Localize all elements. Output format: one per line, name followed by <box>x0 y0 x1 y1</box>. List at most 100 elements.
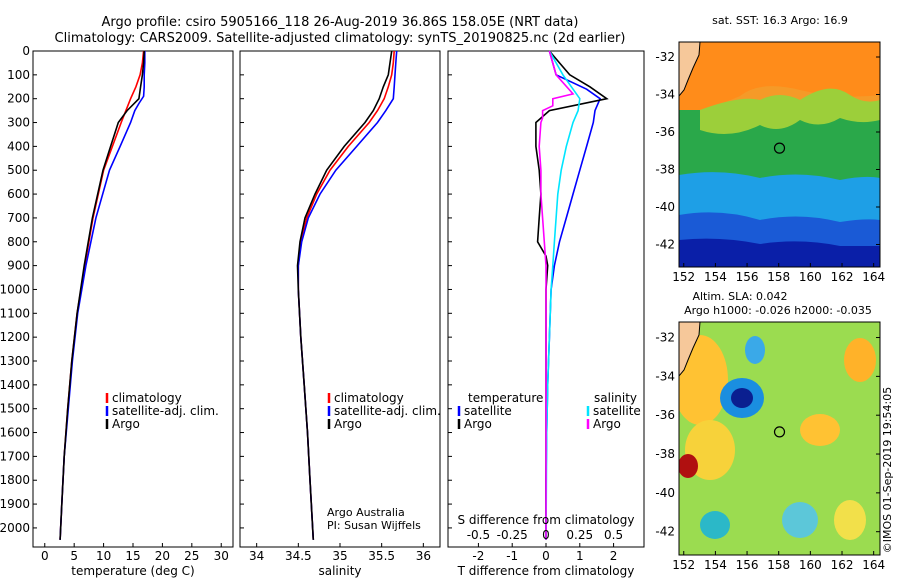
depth-tick-label: 1900 <box>0 497 30 511</box>
depth-tick-label: 1000 <box>0 282 30 296</box>
salinity-diff-tick-label: -0.5 <box>467 528 490 542</box>
sla-warm-blob-east <box>800 414 840 446</box>
map-lat-label: -42 <box>655 238 675 252</box>
legend-label: satellite-adj. clim. <box>334 404 441 418</box>
depth-tick-label: 1100 <box>0 306 30 320</box>
temperature-panel: 0100200300400500600700800900100011001200… <box>0 44 234 578</box>
sst-map-frame <box>678 41 881 268</box>
sla-map: 152 154 156 158 160 162 164 -32 -34 -36 -38 -40 -42 <box>655 321 885 572</box>
figure-title-line1: Argo profile: csiro 5905166_118 26-Aug-2… <box>102 15 579 30</box>
depth-tick-label: 2000 <box>0 521 30 535</box>
map-lon-label: 164 <box>862 558 885 572</box>
sla-coastline <box>679 322 701 377</box>
x-tick-label: -2 <box>472 549 484 563</box>
sla-warm-core <box>679 454 698 478</box>
sst-argo-location-marker <box>773 142 786 154</box>
sla-cool-blob-southwest <box>700 511 730 539</box>
legend-temperature-title: temperature <box>468 391 543 405</box>
sst-map: 152 154 156 158 160 162 164 -32 -34 -36 -38 -40 -42 <box>655 41 885 284</box>
series-satellite-adj-clim- <box>297 50 398 540</box>
depth-tick-label: 1200 <box>0 330 30 344</box>
sla-map-frame <box>678 321 881 556</box>
map-lon-label: 152 <box>672 558 695 572</box>
x-tick-label: 20 <box>155 549 170 563</box>
sla-map-title-line1: Altim. SLA: 0.042 <box>692 290 787 303</box>
legend-label: climatology <box>112 391 182 405</box>
depth-tick-label: 1300 <box>0 354 30 368</box>
credit-line2: PI: Susan Wijffels <box>327 519 421 532</box>
x-tick-label: 2 <box>610 549 618 563</box>
depth-tick-label: 1700 <box>0 449 30 463</box>
map-lon-label: 162 <box>831 558 854 572</box>
salinity-diff-tick-label: 0 <box>542 528 550 542</box>
map-lon-label: 162 <box>831 270 854 284</box>
map-lat-label: -34 <box>655 369 675 383</box>
sst-navy-band <box>679 238 880 267</box>
legend-label: Argo <box>112 417 140 431</box>
map-lat-label: -36 <box>655 408 675 422</box>
figure-title-line2: Climatology: CARS2009. Satellite-adjuste… <box>55 31 626 46</box>
map-lon-label: 164 <box>862 270 885 284</box>
map-lon-label: 156 <box>736 558 759 572</box>
depth-tick-label: 300 <box>7 116 30 130</box>
sst-coastline <box>679 42 701 97</box>
x-tick-label: 1 <box>576 549 584 563</box>
map-lat-label: -38 <box>655 447 675 461</box>
depth-tick-label: 800 <box>7 235 30 249</box>
depth-tick-label: 600 <box>7 187 30 201</box>
series-climatology <box>59 50 145 540</box>
legend-label: satellite <box>593 404 641 418</box>
credit-line1: Argo Australia <box>327 506 405 519</box>
depth-tick-label: 1500 <box>0 402 30 416</box>
map-lon-label: 154 <box>704 558 727 572</box>
sla-cold-eddy-core <box>731 388 753 408</box>
salinity-diff-tick-label: 0.5 <box>604 528 623 542</box>
map-lon-label: 158 <box>767 270 790 284</box>
series-salinity-satellite <box>545 50 581 540</box>
map-lon-label: 160 <box>799 558 822 572</box>
x-tick-label: 0 <box>542 549 550 563</box>
map-lon-label: 160 <box>799 270 822 284</box>
sla-cold-spot-north <box>745 336 765 364</box>
legend-label: Argo <box>464 417 492 431</box>
sla-warm-blob-west <box>679 335 728 425</box>
x-tick-label: 36 <box>416 549 431 563</box>
map-lon-label: 156 <box>736 270 759 284</box>
sla-warm-blob-southeast <box>834 500 866 540</box>
sst-map-title: sat. SST: 16.3 Argo: 16.9 <box>712 14 848 27</box>
map-lat-label: -34 <box>655 88 675 102</box>
legend-salinity-title: salinity <box>594 391 637 405</box>
map-lat-label: -36 <box>655 125 675 139</box>
depth-tick-label: 900 <box>7 259 30 273</box>
x-tick-label: 35.5 <box>368 549 395 563</box>
map-lon-label: 152 <box>672 270 695 284</box>
depth-tick-label: 0 <box>22 44 30 58</box>
legend-label: satellite <box>464 404 512 418</box>
series-salinity-argo <box>538 50 575 540</box>
salinity-xlabel: salinity <box>318 564 361 578</box>
x-tick-label: 0 <box>41 549 49 563</box>
legend-label: Argo <box>334 417 362 431</box>
map-lat-label: -38 <box>655 163 675 177</box>
legend-label: satellite-adj. clim. <box>112 404 219 418</box>
map-lat-label: -42 <box>655 525 675 539</box>
salinity-frame <box>239 50 441 548</box>
sla-warm-blob-northeast <box>844 338 876 382</box>
map-lon-label: 154 <box>704 270 727 284</box>
x-tick-label: 25 <box>184 549 199 563</box>
depth-tick-label: 1400 <box>0 378 30 392</box>
x-tick-label: 10 <box>96 549 111 563</box>
series-argo <box>59 50 145 540</box>
map-lat-label: -32 <box>655 50 675 64</box>
depth-tick-label: 700 <box>7 211 30 225</box>
sla-cool-blob-south <box>782 502 818 538</box>
map-lon-label: 158 <box>767 558 790 572</box>
sst-lime-front <box>700 88 880 134</box>
x-tick-label: 34 <box>249 549 264 563</box>
depth-tick-label: 1600 <box>0 426 30 440</box>
sla-argo-location-marker <box>773 426 786 438</box>
map-lat-label: -32 <box>655 331 675 345</box>
x-tick-label: 30 <box>214 549 229 563</box>
x-tick-label: 34.5 <box>285 549 312 563</box>
